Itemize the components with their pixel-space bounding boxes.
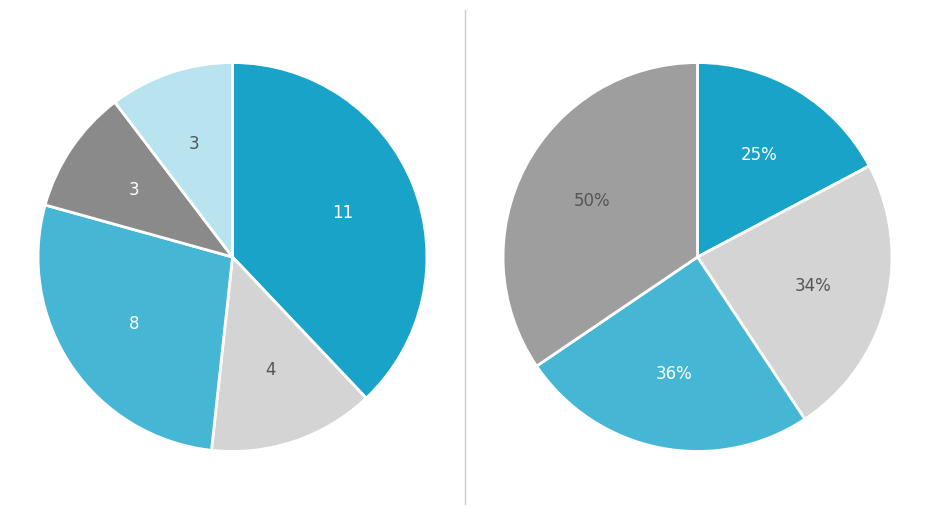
Wedge shape [537,257,804,451]
Wedge shape [698,166,892,419]
Text: 50%: 50% [574,192,610,210]
Text: 25%: 25% [740,146,777,164]
Wedge shape [232,63,427,398]
Wedge shape [503,63,698,366]
Text: 3: 3 [189,135,200,153]
Text: 3: 3 [128,181,140,199]
Wedge shape [38,205,232,450]
Wedge shape [46,102,232,257]
Wedge shape [211,257,366,451]
Wedge shape [698,63,870,257]
Text: 4: 4 [265,361,276,379]
Text: 36%: 36% [656,365,693,383]
Text: 34%: 34% [794,278,831,296]
Text: 11: 11 [333,204,353,222]
Text: 8: 8 [128,315,140,333]
Wedge shape [114,63,232,257]
